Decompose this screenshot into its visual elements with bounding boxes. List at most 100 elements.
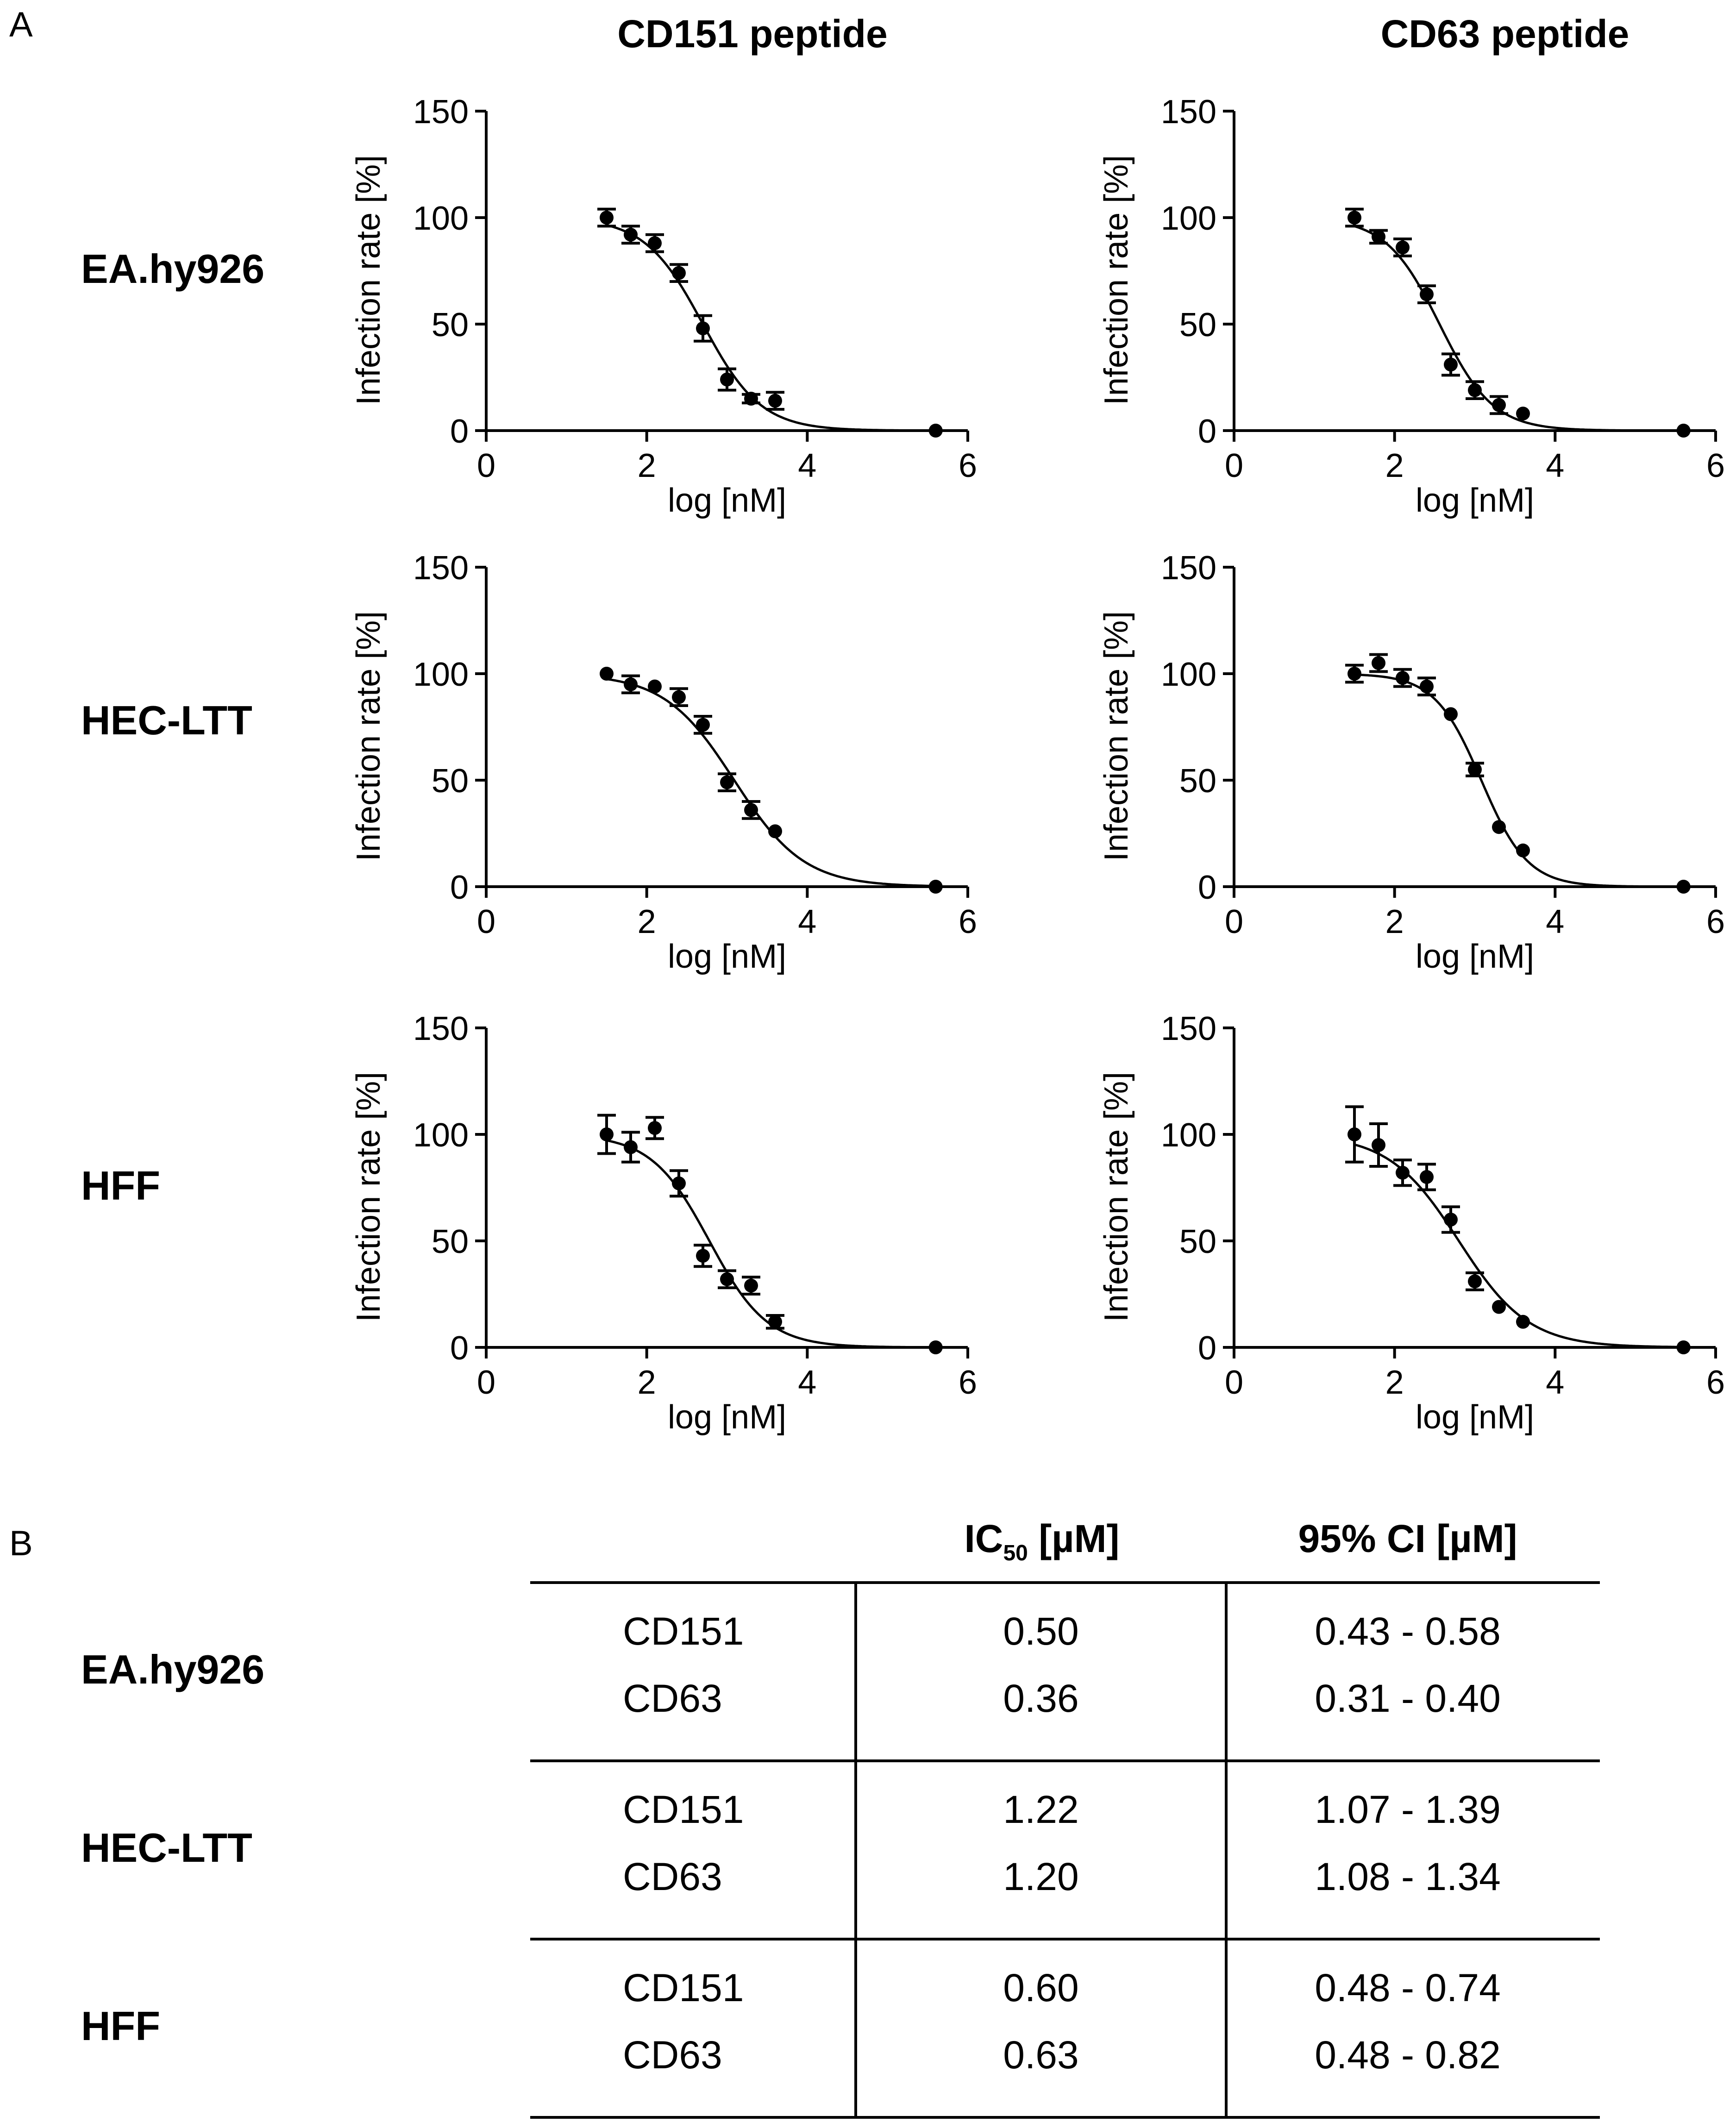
data-point <box>1676 1340 1691 1354</box>
table-peptide: CD63 <box>623 2033 722 2077</box>
data-point <box>1372 230 1385 244</box>
x-axis-label: log [nM] <box>668 938 786 975</box>
data-point <box>1347 667 1361 681</box>
table-header-ci: 95% CI [µM] <box>1298 1517 1517 1560</box>
x-tick-label: 6 <box>959 447 977 484</box>
x-tick-label: 2 <box>638 447 656 484</box>
data-point <box>928 880 943 894</box>
data-point <box>672 266 686 280</box>
table-ci: 0.48 - 0.74 <box>1315 1966 1501 2009</box>
table-ci: 0.48 - 0.82 <box>1315 2033 1501 2077</box>
y-tick-label: 0 <box>1198 1330 1216 1367</box>
y-tick-label: 150 <box>413 94 469 131</box>
panel-a-label: A <box>9 5 33 44</box>
data-point <box>600 211 614 225</box>
dose-response-figure: 0 50 100 150 0 2 4 6 log [nM] Infection rate [%] 0… <box>350 94 1725 1436</box>
table-rule-1 <box>530 1759 1600 1762</box>
x-tick-label: 4 <box>798 1364 816 1401</box>
data-point <box>648 1121 662 1135</box>
data-point <box>720 372 734 387</box>
data-point <box>672 1176 686 1190</box>
data-point <box>744 392 758 406</box>
data-point <box>696 1249 710 1263</box>
table-cell-eahy926: EA.hy926 <box>81 1646 265 1692</box>
data-point <box>624 1140 638 1154</box>
panel-b-label: B <box>9 1524 33 1563</box>
x-tick-label: 4 <box>1546 1364 1564 1401</box>
x-tick-label: 0 <box>1225 447 1243 484</box>
table-ic50: 1.20 <box>1003 1855 1079 1898</box>
y-tick-label: 100 <box>1161 1117 1216 1154</box>
data-point <box>1347 1127 1361 1141</box>
column-title-cd151: CD151 peptide <box>617 12 888 56</box>
y-tick-label: 150 <box>413 550 469 587</box>
x-tick-label: 6 <box>1706 447 1725 484</box>
table-ic50: 0.63 <box>1003 2033 1079 2077</box>
data-point <box>1468 383 1482 397</box>
table-ci: 0.31 - 0.40 <box>1315 1677 1501 1720</box>
data-point <box>1516 407 1530 421</box>
table-header-ic50: IC50 [µM] <box>964 1517 1120 1565</box>
y-tick-label: 100 <box>413 200 469 237</box>
x-axis-label: log [nM] <box>668 1399 786 1436</box>
x-axis-label: log [nM] <box>668 482 786 519</box>
x-axis-label: log [nM] <box>1416 938 1534 975</box>
table-ic50: 0.60 <box>1003 1966 1079 2009</box>
data-point <box>1372 656 1385 670</box>
y-tick-label: 100 <box>413 656 469 693</box>
data-point <box>928 424 943 438</box>
data-point <box>1516 1315 1530 1329</box>
data-point <box>768 824 782 839</box>
data-point <box>648 679 662 694</box>
data-point <box>1420 679 1434 694</box>
data-point <box>744 803 758 817</box>
x-tick-label: 6 <box>959 1364 977 1401</box>
x-tick-label: 2 <box>638 903 656 940</box>
data-point <box>768 1315 782 1329</box>
row-label-hecltt: HEC-LTT <box>81 697 252 743</box>
data-point <box>1396 671 1410 685</box>
data-point <box>672 690 686 704</box>
table-peptide: CD151 <box>623 1966 744 2009</box>
row-label-hff: HFF <box>81 1163 161 1208</box>
x-tick-label: 0 <box>1225 903 1243 940</box>
data-point <box>1444 1213 1458 1227</box>
data-point <box>600 1127 614 1141</box>
x-tick-label: 6 <box>1706 903 1725 940</box>
y-tick-label: 150 <box>413 1010 469 1047</box>
table-ci: 1.08 - 1.34 <box>1315 1855 1501 1898</box>
fit-curve <box>1354 225 1684 432</box>
y-axis-label: Infection rate [%] <box>350 155 387 405</box>
data-point <box>696 718 710 732</box>
table-divider-1 <box>854 1581 857 2119</box>
y-tick-label: 150 <box>1161 1010 1216 1047</box>
data-point <box>1420 287 1434 301</box>
y-tick-label: 50 <box>432 307 469 344</box>
table-cell-hff: HFF <box>81 2003 161 2049</box>
data-point <box>768 394 782 408</box>
data-point <box>1676 424 1691 438</box>
data-point <box>1420 1170 1434 1184</box>
data-point <box>1372 1138 1385 1152</box>
fit-curve <box>606 224 936 432</box>
table-peptide: CD63 <box>623 1855 722 1898</box>
data-point <box>600 667 614 681</box>
data-point <box>696 321 710 336</box>
data-point <box>1676 880 1691 894</box>
x-tick-label: 2 <box>1385 447 1404 484</box>
y-tick-label: 0 <box>450 869 469 906</box>
x-tick-label: 2 <box>638 1364 656 1401</box>
table-ic50: 0.36 <box>1003 1677 1079 1720</box>
y-tick-label: 150 <box>1161 94 1216 131</box>
table-peptide: CD63 <box>623 1677 722 1720</box>
x-tick-label: 0 <box>1225 1364 1243 1401</box>
x-tick-label: 0 <box>477 903 495 940</box>
y-tick-label: 100 <box>1161 200 1216 237</box>
table-peptide: CD151 <box>623 1788 744 1831</box>
x-tick-label: 0 <box>477 447 495 484</box>
table-divider-2 <box>1225 1581 1228 2119</box>
data-point <box>1444 357 1458 372</box>
y-tick-label: 100 <box>1161 656 1216 693</box>
data-point <box>1347 211 1361 225</box>
y-tick-label: 50 <box>432 763 469 800</box>
